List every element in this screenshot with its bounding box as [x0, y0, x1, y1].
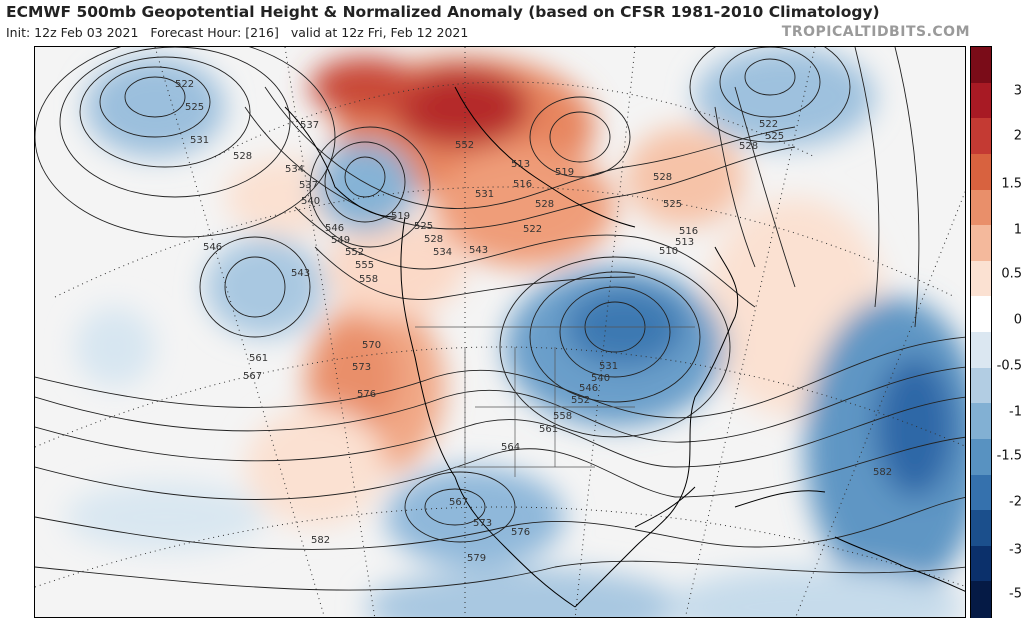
- contour-label: 561: [539, 424, 558, 435]
- colorbar-tick-label: 1: [1013, 222, 1022, 238]
- contour-label: 576: [357, 389, 376, 400]
- contour-label: 567: [449, 497, 468, 508]
- contour-label: 552: [345, 247, 364, 258]
- colorbar-segment: [971, 474, 991, 511]
- contour-label: 522: [175, 79, 194, 90]
- colorbar-tick-label: 3: [1013, 83, 1022, 99]
- coastlines: [284, 86, 965, 608]
- contour-label: 573: [352, 362, 371, 373]
- forecast-subtitle: Init: 12z Feb 03 2021 Forecast Hour: [21…: [6, 25, 468, 40]
- contour-label: 546: [203, 242, 222, 253]
- colorbar-tick-label: 2: [1013, 128, 1022, 144]
- contour-label: 519: [555, 167, 574, 178]
- contour-label: 552: [455, 140, 474, 151]
- colorbar-segment: [971, 438, 991, 475]
- contour-label: 531: [190, 135, 209, 146]
- contour-label: 528: [739, 141, 758, 152]
- borders: [415, 326, 695, 477]
- contour-label: 582: [873, 467, 892, 478]
- contour-label: 564: [501, 442, 520, 453]
- forecast-hour: Forecast Hour: [216]: [150, 25, 279, 40]
- contour-label-group: 522 525 531 528 534 537 540 546 543 561 …: [175, 79, 892, 564]
- contour-label: 510: [659, 246, 678, 257]
- contour-label: 540: [591, 373, 610, 384]
- colorbar-segment: [971, 581, 991, 618]
- contour-label: 537: [299, 180, 318, 191]
- colorbar-tick-label: -1: [1009, 404, 1022, 420]
- contour-label: 540: [301, 196, 320, 207]
- contour-label: 576: [511, 527, 530, 538]
- contour-label: 531: [599, 361, 618, 372]
- contour-label: 525: [765, 131, 784, 142]
- contour-label: 537: [300, 120, 319, 131]
- contour-label: 567: [243, 371, 262, 382]
- contour-label: 528: [653, 172, 672, 183]
- contour-label: 570: [362, 340, 381, 351]
- contour-label: 552: [571, 395, 590, 406]
- colorbar-tick-label: 0: [1013, 312, 1022, 328]
- colorbar-tick-label: -1.5: [996, 448, 1022, 464]
- contour-label: 516: [679, 226, 698, 237]
- anomaly-shading: [65, 47, 965, 617]
- colorbar-segment: [971, 82, 991, 119]
- colorbar-segment: [971, 545, 991, 582]
- contour-label: 519: [391, 211, 410, 222]
- contour-label: 522: [759, 119, 778, 130]
- contour-label: 558: [553, 411, 572, 422]
- contour-label: 543: [469, 245, 488, 256]
- contour-label: 525: [663, 199, 682, 210]
- graticule: [35, 47, 965, 617]
- contour-label: 546: [579, 383, 598, 394]
- contour-label: 546: [325, 223, 344, 234]
- colorbar-segment: [971, 403, 991, 440]
- colorbar-segment: [971, 367, 991, 404]
- colorbar-segment: [971, 332, 991, 369]
- colorbar-tick-label: -3: [1009, 542, 1022, 558]
- colorbar-segment: [971, 118, 991, 155]
- colorbar-segment: [971, 189, 991, 226]
- colorbar-tick-label: 1.5: [1001, 176, 1022, 192]
- init-time: Init: 12z Feb 03 2021: [6, 25, 139, 40]
- contour-label: 513: [511, 159, 530, 170]
- colorbar-tick-label: -5: [1009, 586, 1022, 602]
- contour-label: 528: [535, 199, 554, 210]
- contour-label: 525: [185, 102, 204, 113]
- contour-label: 528: [233, 151, 252, 162]
- colorbar-ticks: 3 2 1.5 1 0.5 0 -0.5 -1 -1.5 -2 -3 -5: [993, 46, 1024, 618]
- colorbar-tick-label: -0.5: [996, 358, 1022, 374]
- contour-label: 513: [675, 237, 694, 248]
- contour-label: 573: [473, 518, 492, 529]
- contour-label: 582: [311, 535, 330, 546]
- anomaly-colorbar: [970, 46, 992, 618]
- colorbar-segment: [971, 47, 991, 84]
- contour-label: 528: [424, 234, 443, 245]
- contour-label: 549: [331, 235, 350, 246]
- anomaly-map: 522 525 531 528 534 537 540 546 543 561 …: [34, 46, 966, 618]
- contour-label: 543: [291, 268, 310, 279]
- colorbar-segment: [971, 296, 991, 333]
- brand-watermark: TROPICALTIDBITS.COM: [781, 24, 970, 40]
- contour-label: 561: [249, 353, 268, 364]
- contour-label: 531: [475, 189, 494, 200]
- colorbar-segment: [971, 225, 991, 262]
- contour-label: 516: [513, 179, 532, 190]
- colorbar-segment: [971, 260, 991, 297]
- contour-label: 534: [285, 164, 304, 175]
- contour-label: 525: [414, 221, 433, 232]
- contour-label: 579: [467, 553, 486, 564]
- colorbar-tick-label: -2: [1009, 494, 1022, 510]
- contour-label: 558: [359, 274, 378, 285]
- contour-label: 534: [433, 247, 452, 258]
- colorbar-segment: [971, 510, 991, 547]
- map-title: ECMWF 500mb Geopotential Height & Normal…: [6, 3, 880, 21]
- map-canvas: 522 525 531 528 534 537 540 546 543 561 …: [35, 47, 965, 617]
- height-contours: [35, 47, 965, 591]
- colorbar-segment: [971, 153, 991, 190]
- colorbar-tick-label: 0.5: [1001, 266, 1022, 282]
- contour-label: 522: [523, 224, 542, 235]
- valid-time: valid at 12z Fri, Feb 12 2021: [290, 25, 469, 40]
- contour-label: 555: [355, 260, 374, 271]
